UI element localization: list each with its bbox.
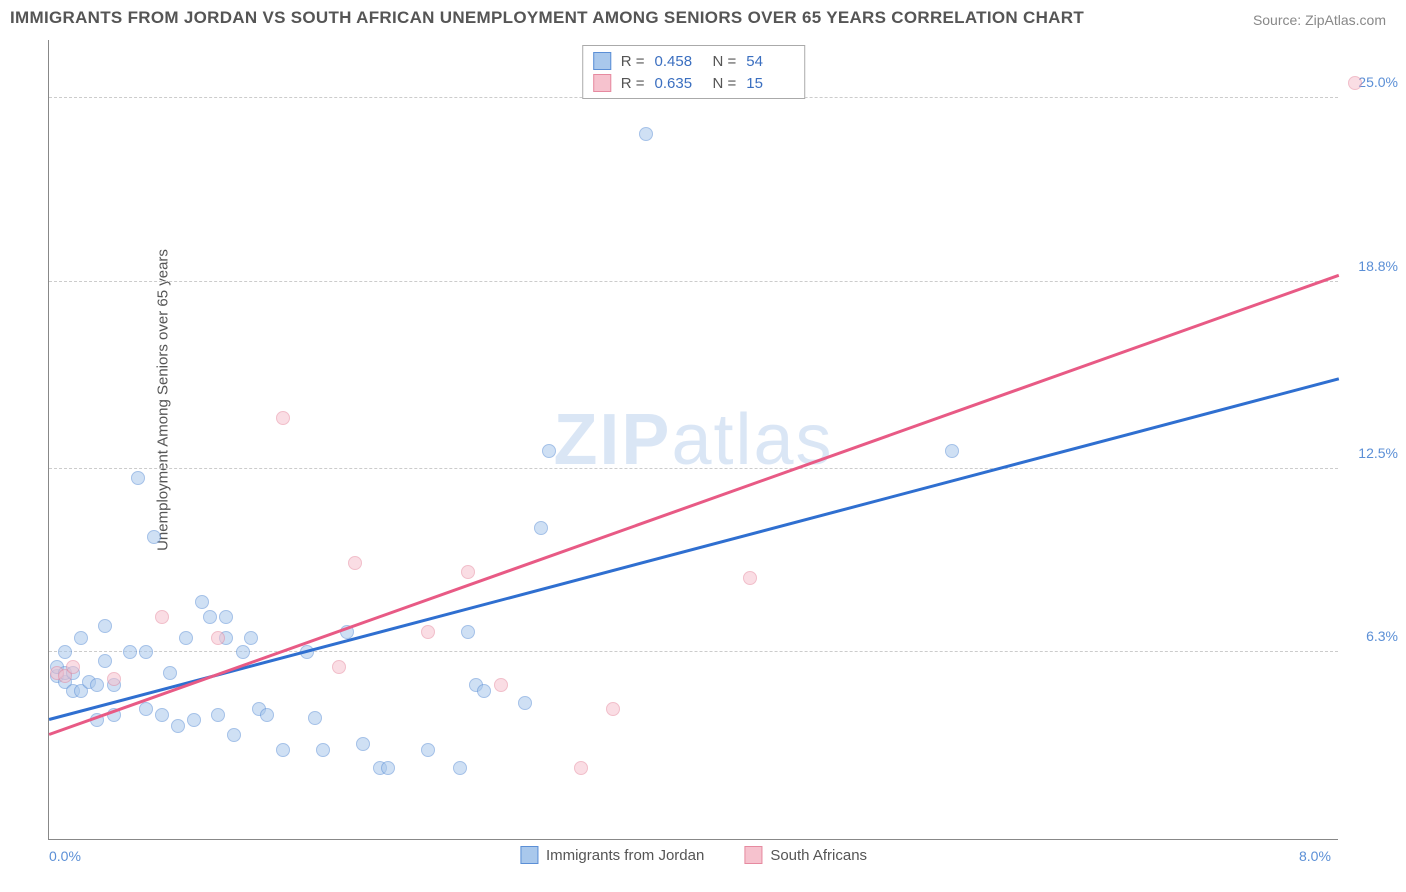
- scatter-point: [356, 737, 370, 751]
- scatter-point: [534, 521, 548, 535]
- trend-line: [49, 274, 1340, 736]
- scatter-point: [227, 728, 241, 742]
- scatter-point: [107, 672, 121, 686]
- gridline: [49, 281, 1338, 282]
- r-label: R =: [621, 53, 645, 70]
- gridline: [49, 468, 1338, 469]
- scatter-point: [123, 645, 137, 659]
- r-value: 0.458: [655, 53, 703, 70]
- scatter-point: [453, 761, 467, 775]
- scatter-point: [606, 702, 620, 716]
- n-label: N =: [713, 53, 737, 70]
- n-value: 54: [746, 53, 794, 70]
- scatter-point: [542, 444, 556, 458]
- scatter-point: [236, 645, 250, 659]
- chart-plot-area: ZIPatlas 6.3%12.5%18.8%25.0%0.0%8.0%R =0…: [48, 40, 1338, 840]
- scatter-point: [276, 743, 290, 757]
- series-legend-label: Immigrants from Jordan: [546, 847, 704, 864]
- series-legend-item: Immigrants from Jordan: [520, 846, 704, 864]
- series-legend-item: South Africans: [744, 846, 867, 864]
- scatter-point: [308, 711, 322, 725]
- scatter-point: [171, 719, 185, 733]
- legend-swatch: [520, 846, 538, 864]
- scatter-point: [276, 411, 290, 425]
- legend-swatch: [744, 846, 762, 864]
- scatter-point: [147, 530, 161, 544]
- scatter-point: [139, 645, 153, 659]
- n-label: N =: [713, 75, 737, 92]
- r-label: R =: [621, 75, 645, 92]
- scatter-point: [131, 471, 145, 485]
- scatter-point: [461, 625, 475, 639]
- scatter-point: [244, 631, 258, 645]
- series-legend-label: South Africans: [770, 847, 867, 864]
- scatter-point: [219, 610, 233, 624]
- n-value: 15: [746, 75, 794, 92]
- scatter-point: [316, 743, 330, 757]
- scatter-point: [74, 631, 88, 645]
- scatter-point: [381, 761, 395, 775]
- legend-swatch: [593, 52, 611, 70]
- scatter-point: [945, 444, 959, 458]
- scatter-point: [743, 571, 757, 585]
- correlation-legend-row: R = 0.635 N = 15: [593, 72, 795, 94]
- scatter-point: [477, 684, 491, 698]
- scatter-point: [1348, 76, 1362, 90]
- scatter-point: [494, 678, 508, 692]
- scatter-point: [90, 678, 104, 692]
- y-tick-label: 25.0%: [1358, 74, 1398, 90]
- scatter-point: [98, 619, 112, 633]
- scatter-point: [574, 761, 588, 775]
- legend-swatch: [593, 74, 611, 92]
- x-tick-label: 8.0%: [1299, 848, 1331, 864]
- scatter-point: [155, 610, 169, 624]
- scatter-point: [203, 610, 217, 624]
- scatter-point: [155, 708, 169, 722]
- scatter-point: [66, 660, 80, 674]
- scatter-point: [461, 565, 475, 579]
- scatter-point: [639, 127, 653, 141]
- scatter-point: [211, 708, 225, 722]
- scatter-point: [421, 625, 435, 639]
- scatter-point: [421, 743, 435, 757]
- y-tick-label: 6.3%: [1366, 628, 1398, 644]
- r-value: 0.635: [655, 75, 703, 92]
- scatter-point: [163, 666, 177, 680]
- scatter-point: [260, 708, 274, 722]
- scatter-point: [98, 654, 112, 668]
- y-tick-label: 12.5%: [1358, 445, 1398, 461]
- scatter-point: [348, 556, 362, 570]
- scatter-point: [139, 702, 153, 716]
- scatter-point: [187, 713, 201, 727]
- scatter-point: [179, 631, 193, 645]
- x-tick-label: 0.0%: [49, 848, 81, 864]
- correlation-legend-row: R = 0.458 N = 54: [593, 50, 795, 72]
- scatter-point: [58, 645, 72, 659]
- scatter-point: [332, 660, 346, 674]
- source-label: Source: ZipAtlas.com: [1253, 12, 1386, 28]
- trend-line: [49, 377, 1340, 720]
- series-legend: Immigrants from Jordan South Africans: [520, 846, 867, 864]
- y-tick-label: 18.8%: [1358, 258, 1398, 274]
- correlation-legend: R = 0.458 N = 54 R = 0.635 N = 15: [582, 45, 806, 99]
- page-title: IMMIGRANTS FROM JORDAN VS SOUTH AFRICAN …: [10, 8, 1084, 28]
- scatter-point: [211, 631, 225, 645]
- scatter-point: [195, 595, 209, 609]
- scatter-point: [518, 696, 532, 710]
